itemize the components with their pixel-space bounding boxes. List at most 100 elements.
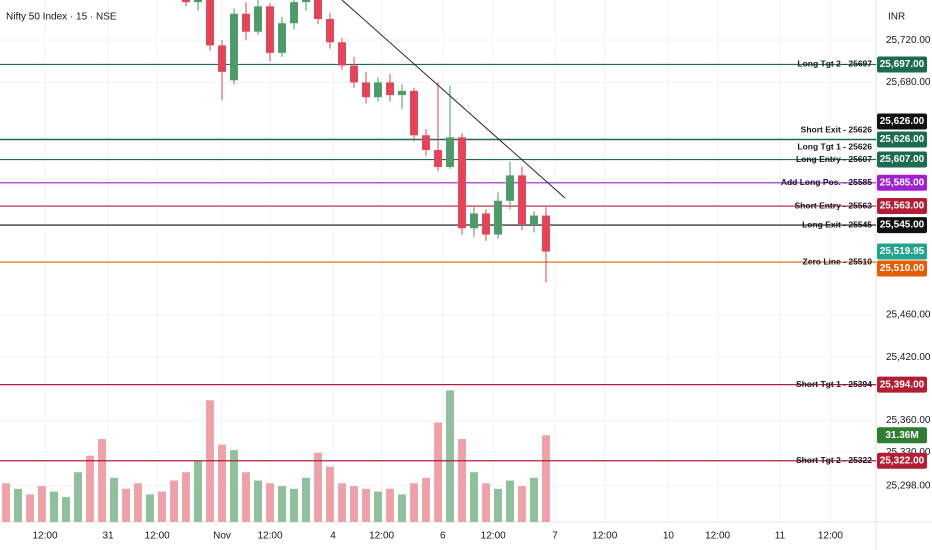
- volume-bar: [134, 483, 142, 522]
- volume-bar: [170, 480, 178, 522]
- candle-body: [206, 0, 214, 46]
- level-badge: [877, 56, 927, 73]
- candle-body: [446, 137, 454, 167]
- y-tick-label: 25,420.00: [886, 352, 931, 363]
- level-badge-label: 25,563.00: [880, 201, 925, 212]
- candle-body: [290, 2, 298, 24]
- level-label: Long Entry - 25607: [796, 154, 872, 164]
- volume-bar: [326, 466, 334, 522]
- candle-body: [506, 175, 514, 201]
- level-badge: [877, 217, 927, 234]
- candle-body: [230, 13, 238, 81]
- x-tick-label: 12:00: [257, 531, 282, 542]
- candle-body: [218, 45, 226, 72]
- candle-body: [530, 215, 538, 225]
- level-badge-label: 25,545.00: [880, 220, 925, 231]
- candle-body: [398, 90, 406, 96]
- volume-bar: [434, 422, 442, 522]
- volume-bar: [98, 439, 106, 522]
- x-tick-label: 6: [440, 531, 446, 542]
- level-badge: [877, 151, 927, 168]
- volume-bar: [62, 497, 70, 522]
- candle-body: [494, 200, 502, 235]
- level-badge: [877, 452, 927, 469]
- volume-bar: [374, 491, 382, 522]
- level-badge: [877, 260, 927, 277]
- candle-body: [542, 215, 550, 252]
- volume-bar: [362, 488, 370, 522]
- y-tick-label: 25,298.00: [886, 481, 931, 492]
- chart-title: Nifty 50 Index · 15 · NSE: [6, 12, 117, 23]
- volume-bar: [314, 452, 322, 522]
- volume-bar: [50, 491, 58, 522]
- volume-bar: [410, 483, 418, 522]
- volume-bar: [158, 491, 166, 522]
- candle-body: [386, 82, 394, 96]
- candle-body: [266, 6, 274, 53]
- volume-bar: [14, 488, 22, 522]
- volume-bar: [506, 480, 514, 522]
- x-tick-label: 11: [775, 531, 786, 542]
- x-tick-label: 12:00: [145, 531, 170, 542]
- volume-bar: [470, 472, 478, 522]
- volume-bar: [386, 488, 394, 522]
- volume-bar: [182, 472, 190, 522]
- volume-bar: [530, 477, 538, 522]
- candle-body: [470, 213, 478, 229]
- candle-body: [422, 135, 430, 151]
- candles-layer: [182, 0, 550, 283]
- level-badge-label: 25,626.00: [880, 134, 925, 145]
- volume-bar: [86, 455, 94, 522]
- currency: INR: [888, 12, 905, 23]
- level-label: Short Entry - 25563: [795, 200, 873, 210]
- volume-bar: [230, 450, 238, 522]
- level-badge-label: 25,607.00: [880, 154, 925, 165]
- candle-body: [518, 175, 526, 225]
- level-badge-label: 25,322.00: [880, 455, 925, 466]
- volume-bar: [494, 488, 502, 522]
- x-tick-label: 12:00: [369, 531, 394, 542]
- candle-body: [338, 42, 346, 66]
- volume-bar: [74, 472, 82, 522]
- level-label: Zero Line - 25510: [803, 256, 873, 266]
- volume-bar: [422, 477, 430, 522]
- level-label: Long Tgt 2 - 25697: [797, 59, 872, 69]
- level-badge-label: 25,394.00: [880, 379, 925, 390]
- y-tick-label: 25,330.00: [886, 447, 931, 458]
- volume-bar: [542, 435, 550, 522]
- volume-bar: [458, 439, 466, 522]
- level-label: Short Exit - 25626: [801, 125, 873, 135]
- candle-body: [458, 137, 466, 229]
- last-volume-badge: [877, 427, 927, 444]
- volume-bar: [398, 494, 406, 522]
- y-tick-label: 25,360.00: [886, 415, 931, 426]
- volume-bar: [122, 488, 130, 522]
- candle-body: [302, 0, 310, 3]
- volume-bar: [254, 480, 262, 522]
- x-tick-label: 7: [552, 531, 558, 542]
- x-tick-label: 12:00: [705, 531, 730, 542]
- grid: [0, 0, 876, 522]
- candle-body: [482, 213, 490, 235]
- x-tick-label: 12:00: [818, 531, 843, 542]
- level-badge: [877, 113, 927, 130]
- axis-layer: 25,720.00 25,680.00 25,460.00 25,420.00 25,3…: [32, 35, 930, 542]
- level-badge-label: 25,510.00: [880, 263, 925, 274]
- candle-body: [362, 82, 370, 98]
- y-tick-label: 25,680.00: [886, 77, 931, 88]
- last-price-badge-label: 25,519.95: [880, 246, 925, 257]
- x-tick-label: 12:00: [481, 531, 506, 542]
- level-badge-label: 25,626.00: [880, 116, 925, 127]
- candle-body: [278, 23, 286, 53]
- last-volume-badge-label: 31.36M: [885, 430, 918, 441]
- candle-body: [242, 13, 250, 32]
- volume-bar: [26, 494, 34, 522]
- level-badge-label: 25,697.00: [880, 59, 925, 70]
- volume-bar: [482, 483, 490, 522]
- level-label: Long Exit - 25545: [802, 219, 872, 229]
- level-label: Long Tgt 1 - 25626: [797, 142, 872, 152]
- volume-bar: [242, 472, 250, 522]
- last-price-badge: [877, 243, 927, 260]
